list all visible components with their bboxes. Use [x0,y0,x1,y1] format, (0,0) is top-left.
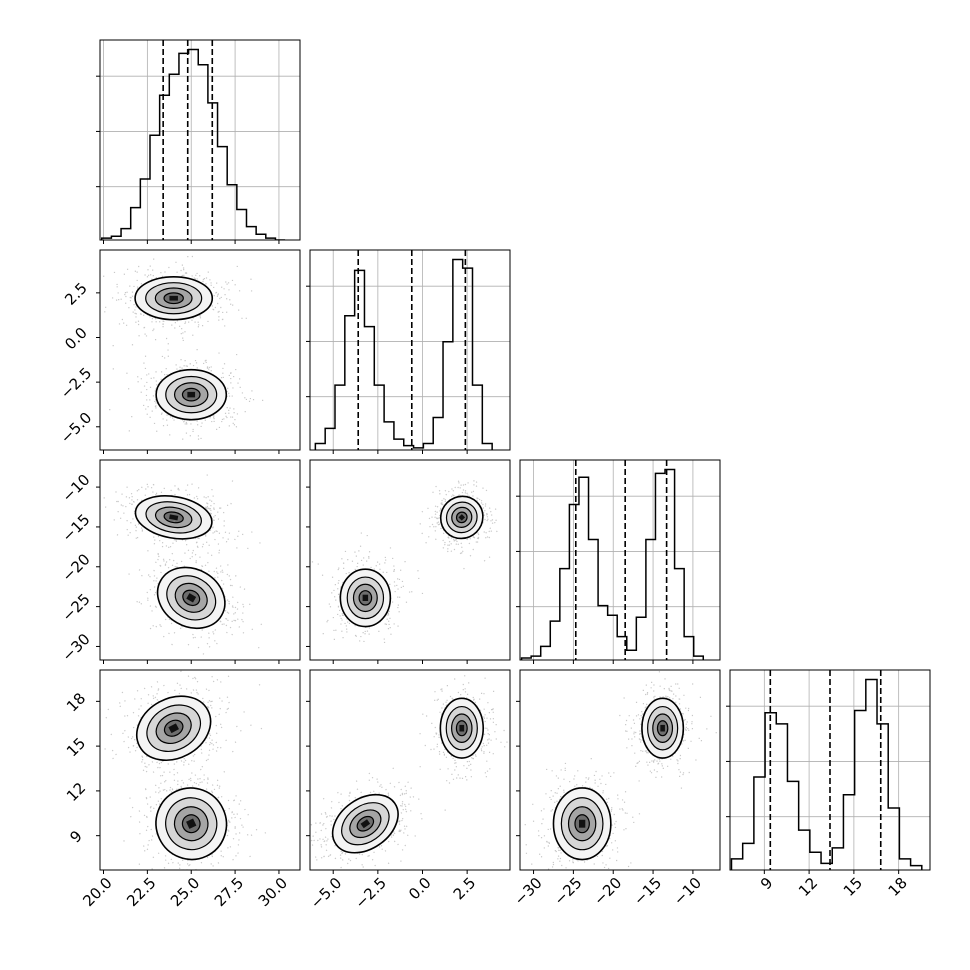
hist-step-3 [730,678,923,870]
x-tick-label: 25.0 [167,874,203,910]
cluster-1 [123,741,267,870]
cluster-0 [419,480,498,570]
y-tick-label: −10 [59,471,94,506]
hist-panel-0 [96,39,301,244]
y-tick-label: −25 [59,590,94,625]
scatter-panel-1-0: −5.0 −2.5 0.0 2.5 [57,249,301,454]
y-tick-label: −5.0 [57,409,95,447]
scatter-points [311,532,424,644]
cluster-1 [524,758,641,870]
density-peak [186,818,197,829]
density-peak [459,724,465,732]
y-tick-label: 2.5 [61,279,91,309]
panel-frame [99,459,301,661]
x-tick-label: 18 [885,874,911,900]
hist-panel-2 [516,459,721,664]
cluster-0 [103,255,253,347]
cluster-0 [619,671,717,789]
cluster-1 [310,767,423,870]
y-tick-label: −20 [59,550,94,585]
scatter-panel-3-2: −30 −25 −20 −15 −10 [511,669,721,909]
x-tick-label: −30 [511,874,546,909]
x-tick-label: 12 [795,874,821,900]
scatter-panel-3-1: −5.0 −2.5 0.0 2.5 [306,669,511,912]
x-tick-label: 20.0 [79,874,115,910]
hist-step-0 [101,48,286,240]
cluster-0 [103,474,261,570]
y-tick-label: 18 [63,689,89,715]
density-peak [458,514,466,521]
y-tick-label: −30 [59,630,94,665]
panel-frame [519,669,721,871]
cluster-0 [419,675,508,811]
y-tick-label: 9 [66,827,85,846]
y-tick-label: −2.5 [57,364,95,402]
density-peak [360,819,371,829]
x-tick-label: 15 [840,874,866,900]
scatter-panel-2-0: −30 −25 −20 −15 −10 [59,459,301,665]
hist-step-1 [314,258,493,450]
hist-panel-3: 9 12 15 18 [726,669,931,900]
density-peak [660,724,665,732]
y-tick-label: 12 [63,779,89,805]
x-tick-label: −5.0 [307,874,345,912]
cluster-1 [109,349,264,440]
panel-frame [309,249,511,451]
cluster-1 [311,532,424,644]
x-tick-label: −20 [590,874,625,909]
x-tick-label: 9 [757,874,776,893]
panel-frame [729,669,931,871]
panel-frame [519,459,721,661]
x-tick-label: 27.5 [211,874,247,910]
y-tick-label: 15 [63,734,89,760]
panel-frame [309,669,511,871]
x-tick-label: −25 [550,874,585,909]
panel-frame [99,39,301,241]
panel-frame [99,669,301,871]
density-peak [169,295,178,301]
density-peak [362,594,369,602]
x-tick-label: 30.0 [255,874,291,910]
scatter-panel-2-1 [306,459,511,664]
panel-frame [309,459,511,661]
x-tick-label: 22.5 [123,874,159,910]
cluster-0 [100,670,263,797]
scatter-panel-3-0: 20.0 22.5 25.0 27.5 30.0 9 12 15 18 [63,669,301,910]
panel-frame [99,249,301,451]
x-tick-label: −10 [670,874,705,909]
density-peak [168,723,179,734]
x-tick-label: 2.5 [450,874,480,904]
cluster-1 [128,520,263,660]
density-peak [186,593,197,603]
y-tick-label: −15 [59,510,94,545]
x-tick-label: −2.5 [352,874,390,912]
x-tick-label: −15 [630,874,665,909]
hist-panel-1 [306,249,511,454]
density-peak [169,514,179,521]
hist-step-2 [520,468,705,660]
y-tick-label: 0.0 [61,324,91,354]
density-peak [578,819,586,828]
x-tick-label: 0.0 [405,874,435,904]
density-peak [187,391,196,398]
